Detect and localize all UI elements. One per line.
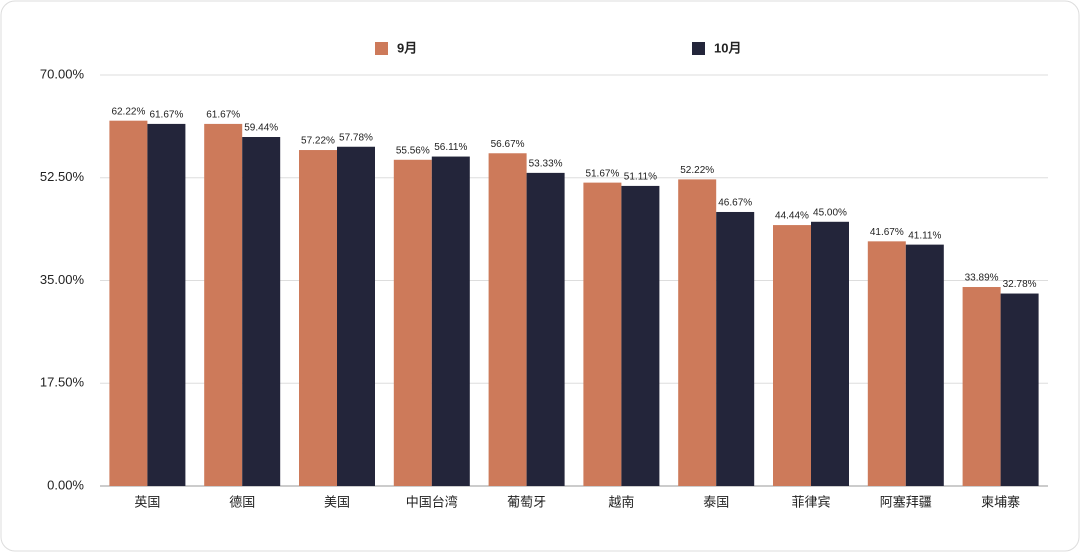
value-label: 53.33%: [529, 159, 563, 170]
value-label: 55.56%: [396, 145, 430, 156]
value-label: 44.44%: [775, 211, 809, 222]
y-tick-label: 52.50%: [40, 169, 85, 184]
bar: [147, 123, 186, 486]
bar: [773, 225, 811, 486]
bar: [678, 179, 717, 487]
value-label: 41.67%: [870, 227, 904, 238]
x-tick-label: 德国: [229, 494, 255, 509]
value-label: 51.67%: [585, 168, 619, 179]
bar: [1000, 293, 1039, 486]
bar: [431, 156, 470, 486]
value-label: 62.22%: [111, 106, 145, 117]
bar: [299, 150, 337, 486]
bar: [583, 182, 622, 486]
bar: [109, 120, 148, 486]
x-tick-label: 美国: [324, 494, 350, 509]
value-label: 57.22%: [301, 136, 335, 147]
bar: [716, 211, 755, 487]
bar: [905, 244, 944, 486]
x-tick-label: 英国: [134, 494, 160, 509]
value-label: 61.67%: [206, 110, 240, 121]
value-label: 45.00%: [813, 207, 847, 218]
bar: [811, 221, 849, 487]
bar: [393, 159, 432, 486]
bar: [242, 137, 281, 486]
value-label: 52.22%: [680, 165, 714, 176]
bar: [337, 146, 375, 487]
value-label: 33.89%: [965, 273, 999, 284]
x-tick-label: 阿塞拜疆: [880, 494, 932, 509]
value-label: 57.78%: [339, 132, 373, 143]
y-tick-label: 0.00%: [47, 477, 84, 492]
legend-swatch: [692, 42, 705, 55]
bar: [488, 153, 527, 486]
legend-label: 10月: [714, 40, 741, 55]
value-label: 51.11%: [624, 172, 657, 183]
legend-label: 9月: [397, 40, 417, 55]
value-label: 61.67%: [149, 110, 183, 121]
bar: [204, 123, 243, 486]
bar: [526, 172, 565, 486]
y-tick-label: 17.50%: [40, 375, 85, 390]
bar: [621, 185, 660, 486]
value-label: 59.44%: [244, 123, 278, 134]
value-label: 56.11%: [434, 142, 467, 153]
bar: [867, 241, 906, 486]
x-tick-label: 柬埔寨: [981, 494, 1020, 509]
x-tick-label: 泰国: [703, 494, 729, 509]
bar: [962, 287, 1001, 486]
value-label: 32.78%: [1003, 279, 1037, 290]
value-label: 41.11%: [908, 230, 941, 241]
value-label: 46.67%: [718, 198, 752, 209]
y-tick-label: 35.00%: [40, 272, 85, 287]
x-tick-label: 菲律宾: [791, 494, 830, 509]
legend-swatch: [375, 42, 388, 55]
x-tick-label: 中国台湾: [406, 494, 458, 509]
x-tick-label: 越南: [608, 494, 634, 509]
y-tick-label: 70.00%: [40, 66, 85, 81]
x-tick-label: 葡萄牙: [507, 494, 546, 509]
value-label: 56.67%: [491, 139, 525, 150]
